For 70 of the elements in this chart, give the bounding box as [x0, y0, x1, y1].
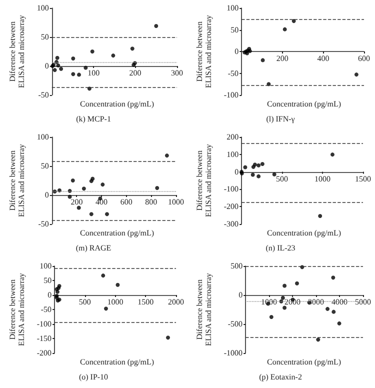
y-tick-label: 200: [226, 132, 239, 142]
y-tick-label: -300: [224, 220, 239, 228]
x-tick-label: 2000: [284, 298, 301, 306]
y-axis-title: Diference between ELISA and microarray: [195, 144, 213, 217]
x-tick-label: 500: [276, 174, 288, 184]
x-tick-label: 4000: [332, 298, 348, 306]
x-tick-label: 400: [317, 54, 330, 63]
y-tick-label: -200: [36, 348, 52, 358]
x-tick-label: 200: [70, 198, 83, 206]
y-tick-label: -100: [224, 184, 239, 194]
y-tick-label: -100: [36, 320, 52, 328]
x-tick-label: 1000: [261, 298, 278, 306]
y-tick-label: 0: [234, 47, 239, 56]
x-tick-label: 200: [129, 68, 142, 78]
text: (l) IFN-γ: [266, 114, 296, 124]
y-tick-label: -200: [224, 202, 239, 212]
x-tick-label: 1000: [107, 298, 124, 306]
x-tick-label: 400: [96, 198, 108, 206]
text: (n) IL-23: [266, 244, 296, 252]
y-tick-label: 0: [234, 167, 239, 176]
x-tick-label: 600: [358, 54, 370, 63]
y-tick-label: -500: [228, 320, 243, 328]
y-tick-label: 50: [40, 32, 49, 42]
x-tick-label: 2000: [168, 298, 184, 306]
y-axis-title: Diference between ELISA and microarray: [195, 15, 213, 88]
x-axis-title: Concentration (pg/mL): [267, 228, 342, 238]
y-tick-label: -50: [38, 220, 49, 228]
y-tick-label: -50: [38, 90, 49, 100]
x-axis-title: Concentration (pg/mL): [80, 358, 154, 366]
x-tick-label: 1500: [355, 174, 371, 184]
y-tick-label: 0: [44, 190, 49, 200]
x-tick-label: 600: [120, 198, 132, 206]
y-tick-label: 100: [40, 262, 52, 270]
y-axis-title: Diference between ELISA and microarray: [8, 273, 26, 346]
x-tick-label: 1000: [168, 198, 184, 206]
y-tick-label: -50: [228, 68, 239, 78]
y-tick-label: 50: [230, 25, 239, 34]
text: (k) MCP-1: [76, 114, 111, 124]
y-tick-label: 0: [238, 290, 243, 300]
y-tick-label: 100: [226, 4, 239, 12]
text: (o) IP-10: [78, 372, 108, 382]
y-tick-label: 100: [226, 150, 239, 159]
x-axis-title: Concentration (pg/mL): [267, 358, 342, 366]
x-tick-label: 200: [276, 54, 288, 63]
y-tick-label: 50: [40, 162, 49, 170]
y-axis-title: Diference between ELISA and microarray: [8, 144, 26, 217]
x-axis-title: Concentration (pg/mL): [267, 100, 342, 108]
x-tick-label: 300: [171, 68, 183, 78]
y-axis-title: Diference between ELISA and microarray: [195, 273, 213, 346]
y-tick-label: 100: [36, 132, 49, 142]
x-axis-title: Concentration (pg/mL): [80, 228, 154, 238]
y-tick-label: 0: [44, 62, 49, 70]
y-tick-label: -50: [40, 305, 52, 314]
y-tick-label: -100: [224, 90, 239, 100]
x-tick-label: 1000: [314, 174, 331, 184]
y-tick-label: 100: [36, 4, 49, 12]
y-tick-label: 500: [230, 262, 243, 270]
x-tick-label: 100: [88, 68, 100, 78]
x-tick-label: 500: [78, 298, 91, 306]
y-axis-title: Diference between ELISA and microarray: [8, 15, 26, 88]
x-axis-title: Concentration (pg/mL): [80, 100, 154, 108]
x-tick-label: 1500: [138, 298, 154, 306]
y-tick-label: -150: [36, 334, 52, 343]
y-tick-label: -1000: [224, 348, 243, 358]
y-tick-label: 50: [44, 276, 52, 285]
x-tick-label: 5000: [355, 298, 371, 306]
y-tick-label: 0: [48, 290, 52, 300]
x-tick-label: 800: [145, 198, 158, 206]
text: (p) Eotaxin-2: [259, 372, 302, 382]
text: (m) RAGE: [76, 244, 112, 252]
